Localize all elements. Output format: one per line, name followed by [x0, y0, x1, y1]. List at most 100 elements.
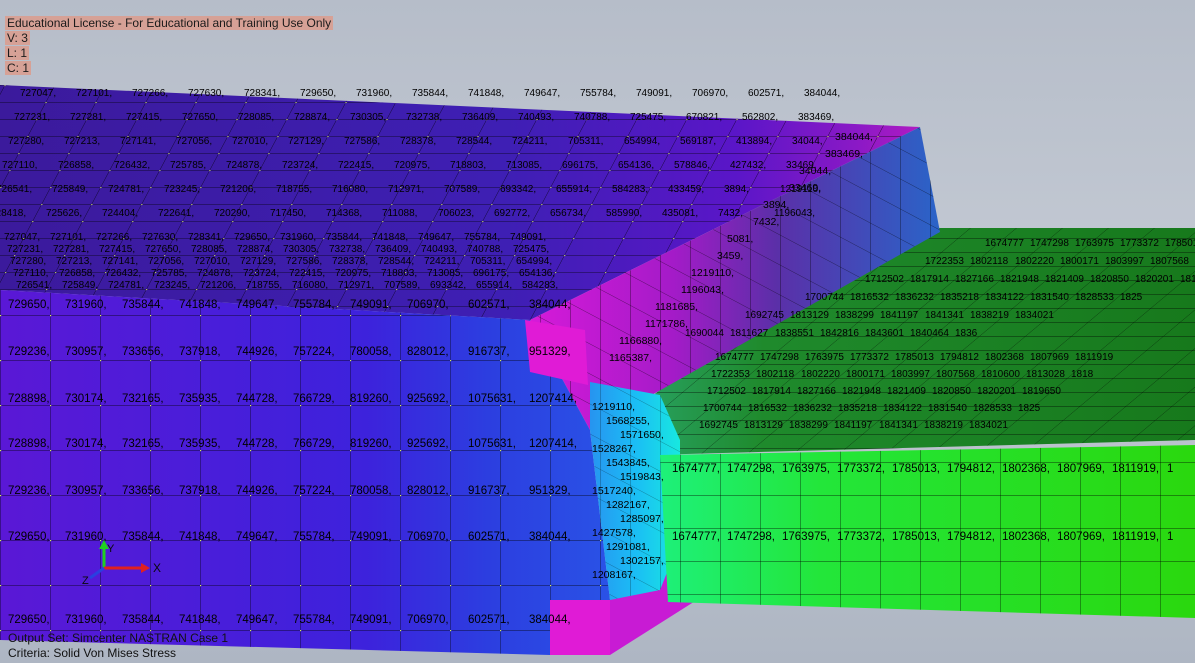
- bar-top-value: 1836232: [793, 403, 832, 414]
- bar-front-value: 1773372,: [837, 531, 885, 543]
- bar-top-value: 1817914: [752, 386, 791, 397]
- bar-top-value: 1807969: [1030, 352, 1069, 363]
- plate-front-value: 732165,: [122, 438, 164, 450]
- plate-top-value: 724781,: [108, 280, 144, 291]
- bar-front-value: 1807969,: [1057, 531, 1105, 543]
- bar-top-value: 1834122: [883, 403, 922, 414]
- plate-side-value: 1171786,: [645, 318, 688, 330]
- bar-top-value: 1794812: [940, 352, 979, 363]
- plate-front-value: 732165,: [122, 393, 164, 405]
- bar-top-value: 1821948: [842, 386, 881, 397]
- plate-top-value: 728341,: [244, 88, 280, 99]
- bar-top-value: 1825: [1018, 403, 1041, 414]
- plate-top-value: 727280,: [10, 256, 46, 267]
- plate-top-value: 727266,: [96, 232, 132, 243]
- plate-top-value: 726858,: [58, 160, 94, 171]
- plate-front-value: 730957,: [65, 485, 107, 497]
- bar-top-value: 1840464: [910, 328, 949, 339]
- plate-top-value: 716080,: [332, 184, 368, 195]
- bar-top-value: 1692745: [699, 420, 738, 431]
- plate-top-value: 723724,: [243, 268, 279, 279]
- bar-top-value: 1820201: [1135, 274, 1174, 285]
- bar-top-value: 1820850: [932, 386, 971, 397]
- plate-top-value: 3894,: [724, 184, 749, 195]
- plate-front-value: 766729,: [293, 393, 335, 405]
- plate-top-value: 707589,: [384, 280, 420, 291]
- bar-top-value: 1722353: [711, 369, 750, 380]
- plate-front-value: 730174,: [65, 438, 107, 450]
- bar-front-mesh: [660, 445, 1195, 618]
- plate-top-value: 735844,: [412, 88, 448, 99]
- bar-top-value: 1841197: [834, 420, 873, 431]
- plate-front-value: 728898,: [8, 438, 50, 450]
- bar-front-value: 1794812,: [947, 463, 995, 475]
- plate-front-value: 735844,: [122, 531, 164, 543]
- plate-top-value: 722641,: [158, 208, 194, 219]
- plate-top-value: 655914,: [556, 184, 592, 195]
- plate-top-value: 654136,: [519, 268, 555, 279]
- bar-top-value: 1831540: [928, 403, 967, 414]
- plate-top-value: 562802,: [742, 112, 778, 123]
- bar-top-value: 1802220: [801, 369, 840, 380]
- plate-top-value: 755784,: [464, 232, 500, 243]
- plate-front-value: 729650,: [8, 531, 50, 543]
- plate-top-value: 654136,: [618, 160, 654, 171]
- plate-top-value: 718803,: [450, 160, 486, 171]
- plate-front-value: 780058,: [350, 485, 392, 497]
- plate-front-value: 728898,: [8, 393, 50, 405]
- plate-top-value: 740493,: [518, 112, 554, 123]
- bar-top-value: 1800171: [846, 369, 885, 380]
- plate-top-value: 732738,: [329, 244, 365, 255]
- plate-top-value: 728418,: [0, 208, 26, 219]
- plate-top-value: 707589,: [444, 184, 480, 195]
- plate-front-value: 735935,: [179, 438, 221, 450]
- bar-top-value: 1807568: [936, 369, 975, 380]
- plate-top-value: 723724,: [282, 160, 318, 171]
- bar-top-value: 1838219: [970, 310, 1009, 321]
- plate-end-strip: [525, 320, 588, 385]
- plate-top-value: 724211,: [512, 136, 547, 147]
- bar-top-value: 1821409: [1045, 274, 1084, 285]
- plate-top-value: 692772,: [494, 208, 530, 219]
- bar-top-value: 1813129: [790, 310, 829, 321]
- plate-front-value: 755784,: [293, 614, 335, 626]
- plate-top-value: 383469,: [798, 112, 834, 123]
- bar-top-value: 1700744: [703, 403, 742, 414]
- plate-top-value: 413894,: [736, 136, 772, 147]
- bar-front-value: 1: [1167, 531, 1173, 543]
- plate-top-value: 749647,: [418, 232, 454, 243]
- plate-top-value: 741848,: [468, 88, 504, 99]
- bar-top-value: 1841341: [879, 420, 918, 431]
- plate-top-value: 727129,: [288, 136, 324, 147]
- plate-top-value: 578846,: [674, 160, 710, 171]
- bar-top-value: 1841197: [880, 310, 919, 321]
- plate-top-value: 712971,: [388, 184, 424, 195]
- plate-top-value: 718803,: [381, 268, 417, 279]
- bar-top-value: 1810600: [981, 369, 1020, 380]
- plate-front-value: 735935,: [179, 393, 221, 405]
- plate-front-value: 741848,: [179, 614, 221, 626]
- fillet-value: 1427578,: [592, 527, 636, 539]
- plate-front-value: 744728,: [236, 393, 278, 405]
- plate-top-mesh: [0, 85, 920, 320]
- plate-top-value: 727586,: [344, 136, 380, 147]
- plate-top-value: 725626,: [46, 208, 82, 219]
- fillet-mesh: [590, 382, 680, 600]
- plate-front-value: 951329,: [529, 485, 571, 497]
- plate-top-value: 33469,: [786, 160, 817, 171]
- bar-top-value: 1785013: [1165, 238, 1195, 249]
- plate-top-value: 427432,: [730, 160, 766, 171]
- plate-top-value: 728874,: [294, 112, 330, 123]
- bar-front-value: 1785013,: [892, 531, 940, 543]
- plate-top-value: 736409,: [375, 244, 411, 255]
- plate-front-value: 706970,: [407, 531, 449, 543]
- plate-front-value: 729236,: [8, 346, 50, 358]
- plate-top-value: 728544,: [378, 256, 414, 267]
- bar-top-value: 1803997: [891, 369, 930, 380]
- plate-top-value: 755784,: [580, 88, 616, 99]
- plate-top-value: 728085,: [191, 244, 227, 255]
- plate-front-value: 749091,: [350, 299, 392, 311]
- bar-top-value: 1712502: [707, 386, 746, 397]
